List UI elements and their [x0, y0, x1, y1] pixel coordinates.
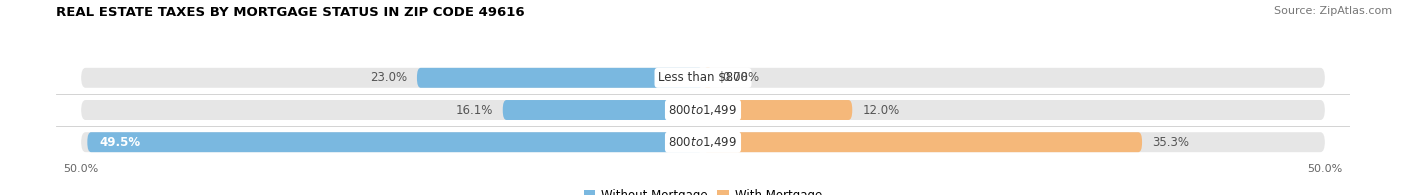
- Text: Source: ZipAtlas.com: Source: ZipAtlas.com: [1274, 6, 1392, 16]
- FancyBboxPatch shape: [703, 68, 713, 88]
- Text: 23.0%: 23.0%: [370, 71, 406, 84]
- Text: 49.5%: 49.5%: [100, 136, 141, 149]
- FancyBboxPatch shape: [703, 132, 1142, 152]
- Text: REAL ESTATE TAXES BY MORTGAGE STATUS IN ZIP CODE 49616: REAL ESTATE TAXES BY MORTGAGE STATUS IN …: [56, 6, 524, 19]
- Text: Less than $800: Less than $800: [658, 71, 748, 84]
- Legend: Without Mortgage, With Mortgage: Without Mortgage, With Mortgage: [579, 184, 827, 195]
- FancyBboxPatch shape: [87, 132, 703, 152]
- Text: 16.1%: 16.1%: [456, 104, 494, 116]
- FancyBboxPatch shape: [703, 100, 852, 120]
- Text: $800 to $1,499: $800 to $1,499: [668, 135, 738, 149]
- Text: 35.3%: 35.3%: [1152, 136, 1189, 149]
- FancyBboxPatch shape: [503, 100, 703, 120]
- FancyBboxPatch shape: [82, 132, 1324, 152]
- FancyBboxPatch shape: [82, 68, 1324, 88]
- Text: 12.0%: 12.0%: [862, 104, 900, 116]
- Text: $800 to $1,499: $800 to $1,499: [668, 103, 738, 117]
- FancyBboxPatch shape: [82, 100, 1324, 120]
- Text: 0.78%: 0.78%: [723, 71, 759, 84]
- FancyBboxPatch shape: [418, 68, 703, 88]
